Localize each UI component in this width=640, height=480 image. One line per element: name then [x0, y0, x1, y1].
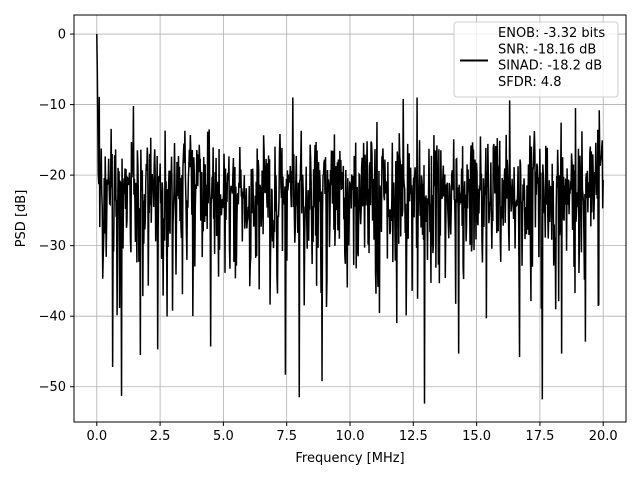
legend-snr: SNR: -18.16 dB: [498, 42, 596, 57]
y-axis-label: PSD [dB]: [14, 190, 29, 248]
x-tick-label: 20.0: [589, 429, 618, 444]
legend: ENOB: -3.32 bits SNR: -18.16 dB SINAD: -…: [453, 21, 619, 98]
y-tick-label: −40: [39, 310, 66, 325]
psd-series-line: [96, 34, 604, 404]
plot-area: [96, 34, 604, 404]
x-tick-label: 17.5: [525, 429, 554, 444]
x-tick-label: 5.0: [213, 429, 234, 444]
x-tick-label: 7.5: [276, 429, 297, 444]
legend-sinad: SINAD: -18.2 dB: [498, 59, 602, 74]
x-tick-label: 2.5: [150, 429, 171, 444]
y-tick-label: 0: [58, 28, 66, 43]
y-tick-label: −20: [39, 169, 66, 184]
x-axis: 0.0 2.5 5.0 7.5 10.0 12.5 15.0 17.5 20.0: [86, 422, 618, 444]
x-tick-label: 15.0: [462, 429, 491, 444]
legend-sfdr: SFDR: 4.8: [498, 75, 562, 90]
x-tick-label: 12.5: [399, 429, 428, 444]
legend-box: [453, 21, 619, 98]
legend-enob: ENOB: -3.32 bits: [498, 26, 605, 41]
y-axis: 0 −10 −20 −30 −40 −50: [39, 28, 74, 395]
x-tick-label: 0.0: [86, 429, 107, 444]
y-tick-label: −30: [39, 239, 66, 254]
y-tick-label: −50: [39, 380, 66, 395]
y-tick-label: −10: [39, 98, 66, 113]
x-axis-label: Frequency [MHz]: [295, 451, 404, 466]
x-tick-label: 10.0: [336, 429, 365, 444]
